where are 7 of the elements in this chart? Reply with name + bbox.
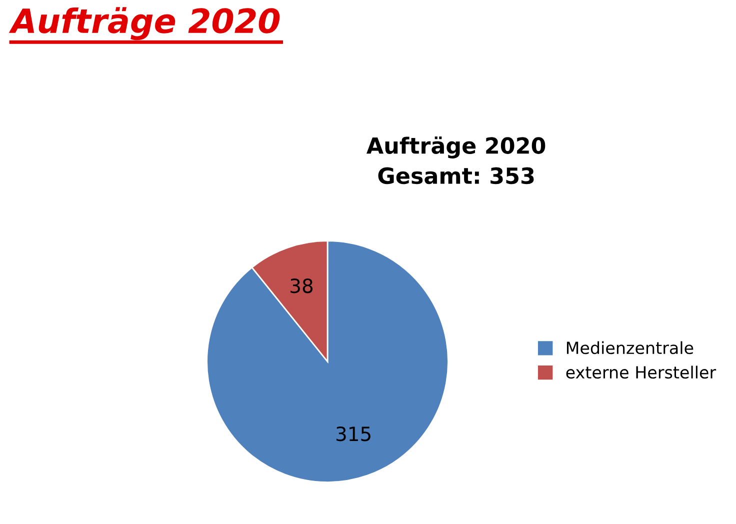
chart-title: Aufträge 2020 [8,7,280,40]
data-label: 38 [290,278,313,294]
pie-slice [206,240,449,483]
data-label: 315 [336,426,370,442]
legend-label: Medienzentrale [566,341,694,354]
legend-label: externe Hersteller [566,366,716,379]
chart-subtitle: Aufträge 2020 Gesamt: 353 [366,136,546,184]
